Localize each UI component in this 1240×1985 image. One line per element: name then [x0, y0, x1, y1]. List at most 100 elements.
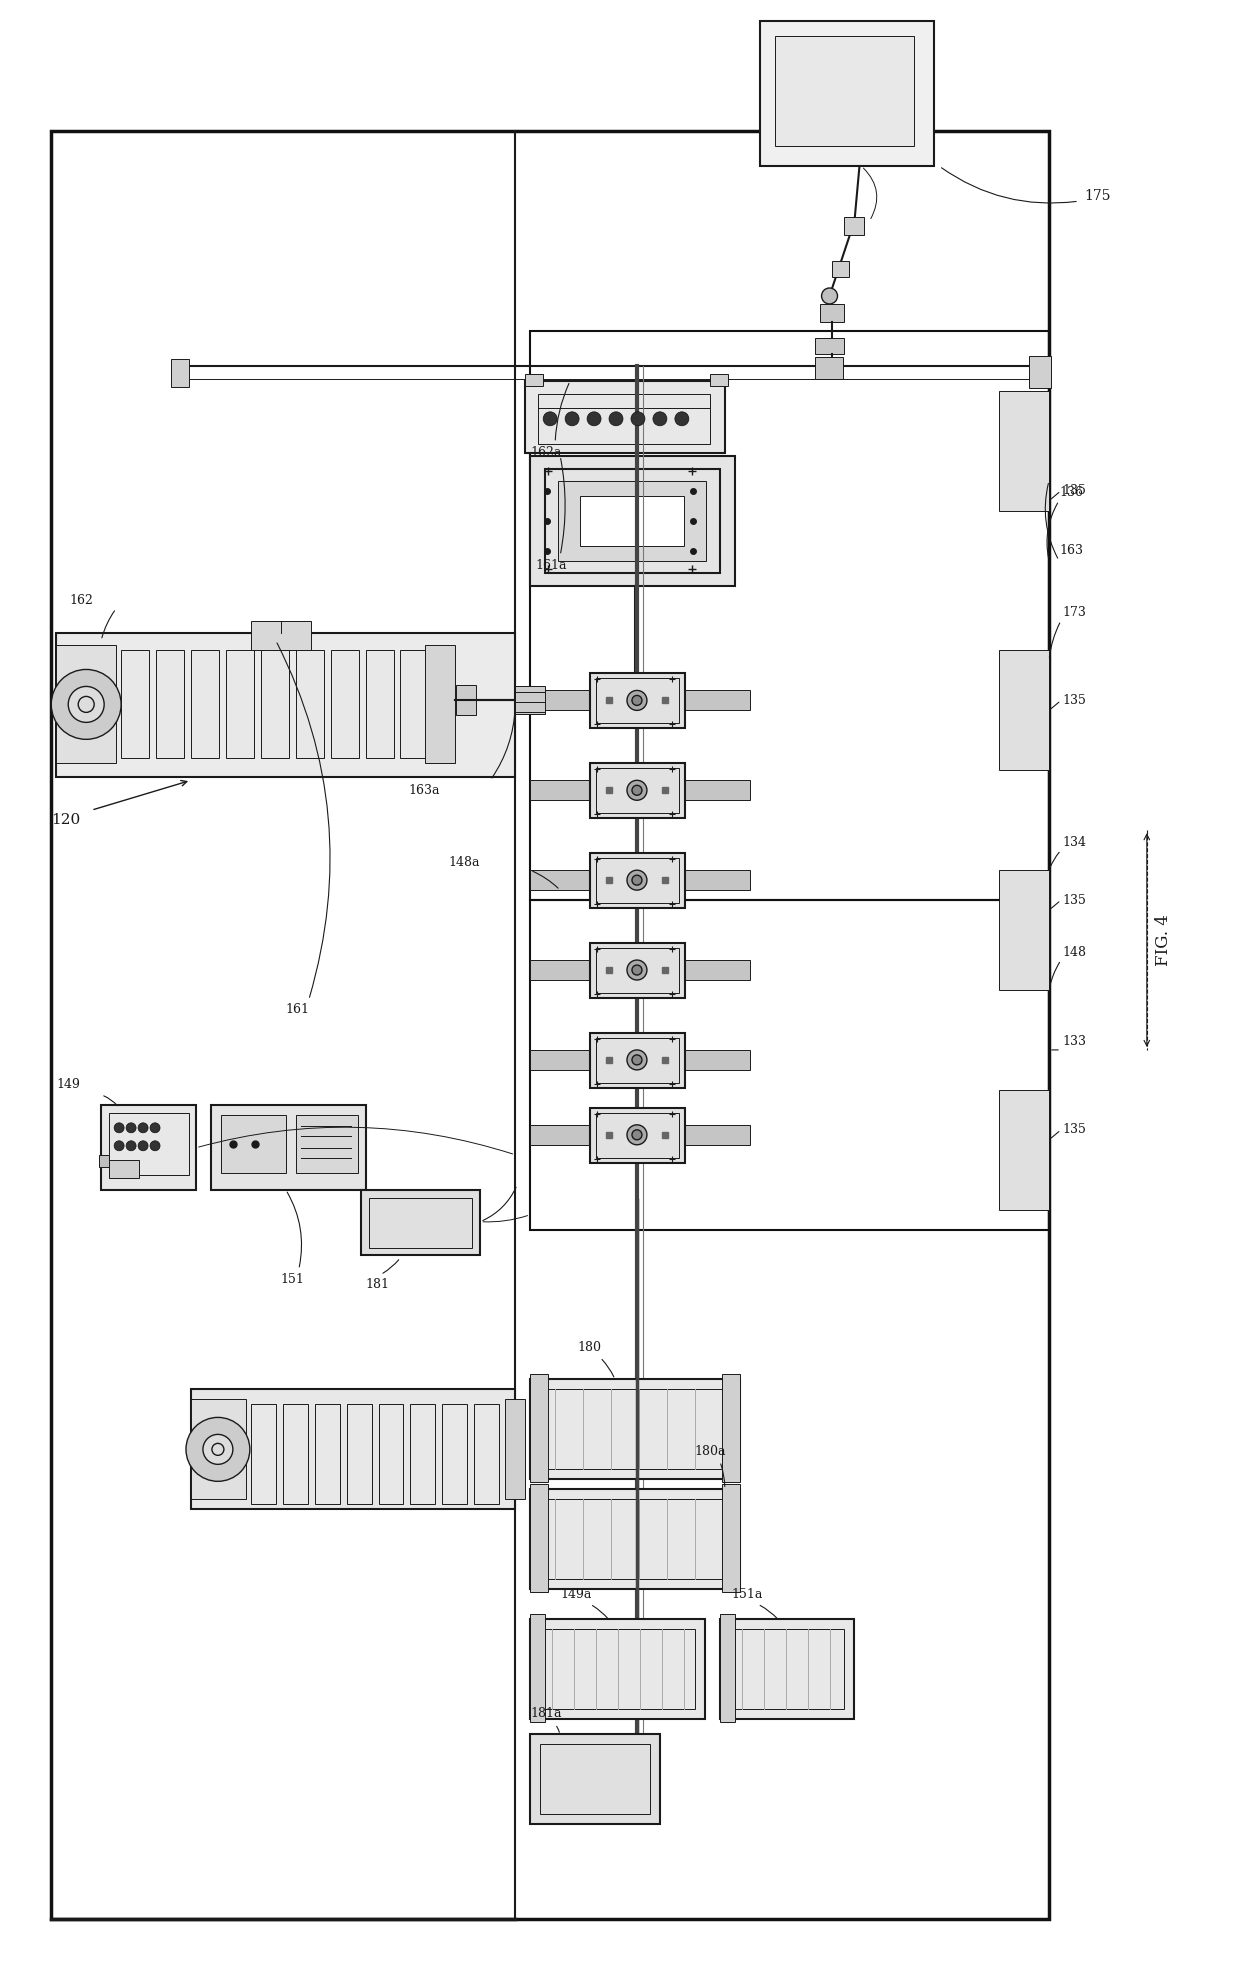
Bar: [820, 304, 844, 322]
Bar: [51, 131, 1049, 1919]
Bar: [531, 1489, 740, 1590]
Text: 175: 175: [1084, 189, 1111, 202]
Circle shape: [632, 1054, 642, 1064]
Bar: [596, 1114, 678, 1157]
Circle shape: [627, 691, 647, 711]
Bar: [541, 1745, 650, 1814]
Circle shape: [675, 411, 689, 427]
Text: 120: 120: [51, 814, 81, 828]
Bar: [596, 1038, 678, 1084]
Bar: [56, 645, 117, 764]
Text: 161a: 161a: [536, 560, 567, 572]
Text: 149a: 149a: [560, 1588, 591, 1600]
Bar: [531, 1374, 548, 1483]
Bar: [999, 651, 1049, 770]
Circle shape: [114, 1124, 124, 1133]
Circle shape: [565, 411, 579, 427]
Bar: [505, 1399, 526, 1499]
Bar: [730, 1630, 844, 1709]
Circle shape: [138, 1141, 148, 1151]
Circle shape: [627, 1125, 647, 1145]
Bar: [361, 1189, 480, 1255]
Text: 181a: 181a: [531, 1707, 562, 1721]
Bar: [722, 1485, 740, 1592]
Bar: [722, 1374, 740, 1483]
Circle shape: [627, 1050, 647, 1070]
Bar: [531, 899, 1049, 1229]
Circle shape: [822, 288, 837, 304]
Circle shape: [150, 1141, 160, 1151]
Bar: [832, 260, 849, 278]
Bar: [999, 1090, 1049, 1209]
Bar: [260, 651, 289, 758]
Text: 148: 148: [1061, 945, 1086, 959]
Circle shape: [51, 669, 122, 738]
Text: 163a: 163a: [409, 784, 440, 796]
Bar: [109, 1114, 188, 1175]
Bar: [122, 651, 149, 758]
Bar: [191, 1390, 516, 1509]
Circle shape: [609, 411, 622, 427]
Bar: [999, 391, 1049, 510]
Text: 173: 173: [1061, 605, 1086, 619]
Bar: [368, 1197, 472, 1249]
Bar: [1029, 355, 1052, 387]
Bar: [590, 943, 684, 998]
Bar: [531, 1050, 750, 1070]
Text: 181: 181: [366, 1278, 389, 1290]
Bar: [99, 1155, 109, 1167]
Bar: [221, 1116, 285, 1173]
Bar: [596, 858, 678, 903]
Text: FIG. 4: FIG. 4: [1156, 915, 1172, 967]
Circle shape: [632, 786, 642, 796]
Text: 162: 162: [69, 594, 93, 607]
Bar: [775, 36, 914, 147]
Text: 180a: 180a: [694, 1445, 727, 1457]
Circle shape: [627, 780, 647, 800]
Bar: [526, 381, 724, 453]
Circle shape: [632, 875, 642, 885]
Circle shape: [543, 411, 557, 427]
Circle shape: [631, 411, 645, 427]
Bar: [401, 651, 429, 758]
Circle shape: [653, 411, 667, 427]
Bar: [590, 854, 684, 907]
Bar: [516, 687, 546, 715]
Bar: [596, 679, 678, 723]
Text: 135: 135: [1061, 695, 1086, 707]
Bar: [526, 373, 543, 385]
Circle shape: [126, 1124, 136, 1133]
Bar: [531, 691, 750, 711]
Text: 134: 134: [1061, 836, 1086, 850]
Circle shape: [150, 1124, 160, 1133]
Bar: [443, 1405, 467, 1505]
Bar: [531, 1735, 660, 1824]
Bar: [250, 621, 311, 651]
Bar: [531, 331, 1049, 899]
Bar: [331, 651, 358, 758]
Bar: [347, 1405, 372, 1505]
Circle shape: [138, 1124, 148, 1133]
Bar: [456, 685, 476, 715]
Bar: [410, 1405, 435, 1505]
Bar: [156, 651, 184, 758]
Bar: [538, 393, 709, 445]
Text: 151a: 151a: [732, 1588, 763, 1600]
Bar: [541, 1499, 730, 1580]
Bar: [425, 645, 455, 764]
Circle shape: [203, 1435, 233, 1465]
Circle shape: [632, 695, 642, 705]
Circle shape: [587, 411, 601, 427]
Bar: [531, 1485, 548, 1592]
Circle shape: [627, 961, 647, 981]
Text: 163: 163: [1059, 544, 1083, 558]
Text: 135: 135: [1061, 893, 1086, 907]
Bar: [590, 764, 684, 818]
Bar: [531, 1380, 740, 1479]
Bar: [211, 1106, 366, 1189]
Bar: [541, 1390, 730, 1469]
Bar: [315, 1405, 340, 1505]
Bar: [102, 1106, 196, 1189]
Text: 162a: 162a: [531, 447, 562, 459]
Bar: [709, 373, 728, 385]
